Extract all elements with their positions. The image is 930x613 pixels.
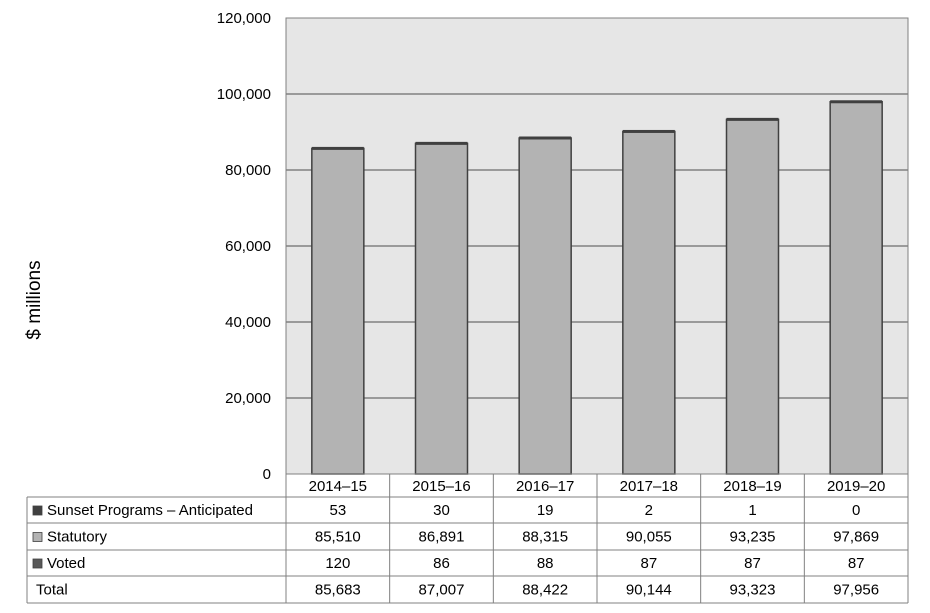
table-cell: 85,683 bbox=[315, 582, 361, 599]
x-category-label: 2019–20 bbox=[827, 478, 885, 495]
y-tick-label: 80,000 bbox=[225, 162, 271, 179]
bars bbox=[311, 100, 883, 475]
table-cell: 0 bbox=[852, 502, 860, 519]
y-tick-label: 60,000 bbox=[225, 238, 271, 255]
bar-segment-statutory bbox=[726, 119, 779, 474]
table-cell: 93,323 bbox=[730, 582, 776, 599]
table-cell: 87 bbox=[848, 555, 865, 572]
legend-swatch bbox=[32, 505, 43, 516]
table-cell: 87 bbox=[744, 555, 761, 572]
y-tick-label: 120,000 bbox=[217, 10, 271, 27]
y-tick-label: 40,000 bbox=[225, 314, 271, 331]
table-cell: 30 bbox=[433, 502, 450, 519]
table-cell: 88 bbox=[537, 555, 554, 572]
legend-label: Sunset Programs – Anticipated bbox=[47, 502, 253, 519]
y-tick-label: 20,000 bbox=[225, 390, 271, 407]
table-cell: 2 bbox=[645, 502, 653, 519]
table-cell: 86,891 bbox=[419, 529, 465, 546]
table-cell: 53 bbox=[329, 502, 346, 519]
table-cell: 97,956 bbox=[833, 582, 879, 599]
table-cell: 85,510 bbox=[315, 529, 361, 546]
table-cell: 88,422 bbox=[522, 582, 568, 599]
legend-label: Statutory bbox=[47, 529, 108, 546]
gridlines bbox=[286, 93, 908, 399]
bar-segment-statutory bbox=[622, 131, 675, 474]
data-table: 2014–15 2015–16 2016–17 2017–18 2018–19 2019–… bbox=[26, 473, 909, 604]
bar-segment-statutory bbox=[311, 148, 364, 474]
bar-segment-statutory bbox=[830, 101, 883, 474]
x-category-label: 2014–15 bbox=[309, 478, 367, 495]
legend-label: Total bbox=[36, 582, 68, 599]
bar-segment-statutory bbox=[415, 143, 468, 474]
legend-label: Voted bbox=[47, 555, 85, 572]
table-cell: 90,055 bbox=[626, 529, 672, 546]
table-cell: 97,869 bbox=[833, 529, 879, 546]
table-cell: 88,315 bbox=[522, 529, 568, 546]
table-cell: 86 bbox=[433, 555, 450, 572]
y-axis-ticks: 0 20,000 40,000 60,000 80,000 100,000 120,000 bbox=[217, 10, 271, 483]
table-cell: 1 bbox=[748, 502, 756, 519]
legend-swatch bbox=[32, 558, 43, 569]
table-cell: 19 bbox=[537, 502, 554, 519]
x-category-label: 2017–18 bbox=[620, 478, 678, 495]
x-category-label: 2016–17 bbox=[516, 478, 574, 495]
table-cell: 90,144 bbox=[626, 582, 672, 599]
x-category-label: 2018–19 bbox=[723, 478, 781, 495]
table-cell: 87,007 bbox=[419, 582, 465, 599]
table-cell: 93,235 bbox=[730, 529, 776, 546]
legend-swatch bbox=[32, 532, 43, 542]
table-cell: 87 bbox=[640, 555, 657, 572]
bar-segment-statutory bbox=[519, 138, 572, 474]
x-category-label: 2015–16 bbox=[412, 478, 470, 495]
y-axis-label: $ millions bbox=[24, 260, 45, 339]
y-tick-label: 0 bbox=[263, 466, 271, 483]
table-cell: 120 bbox=[325, 555, 350, 572]
y-tick-label: 100,000 bbox=[217, 86, 271, 103]
